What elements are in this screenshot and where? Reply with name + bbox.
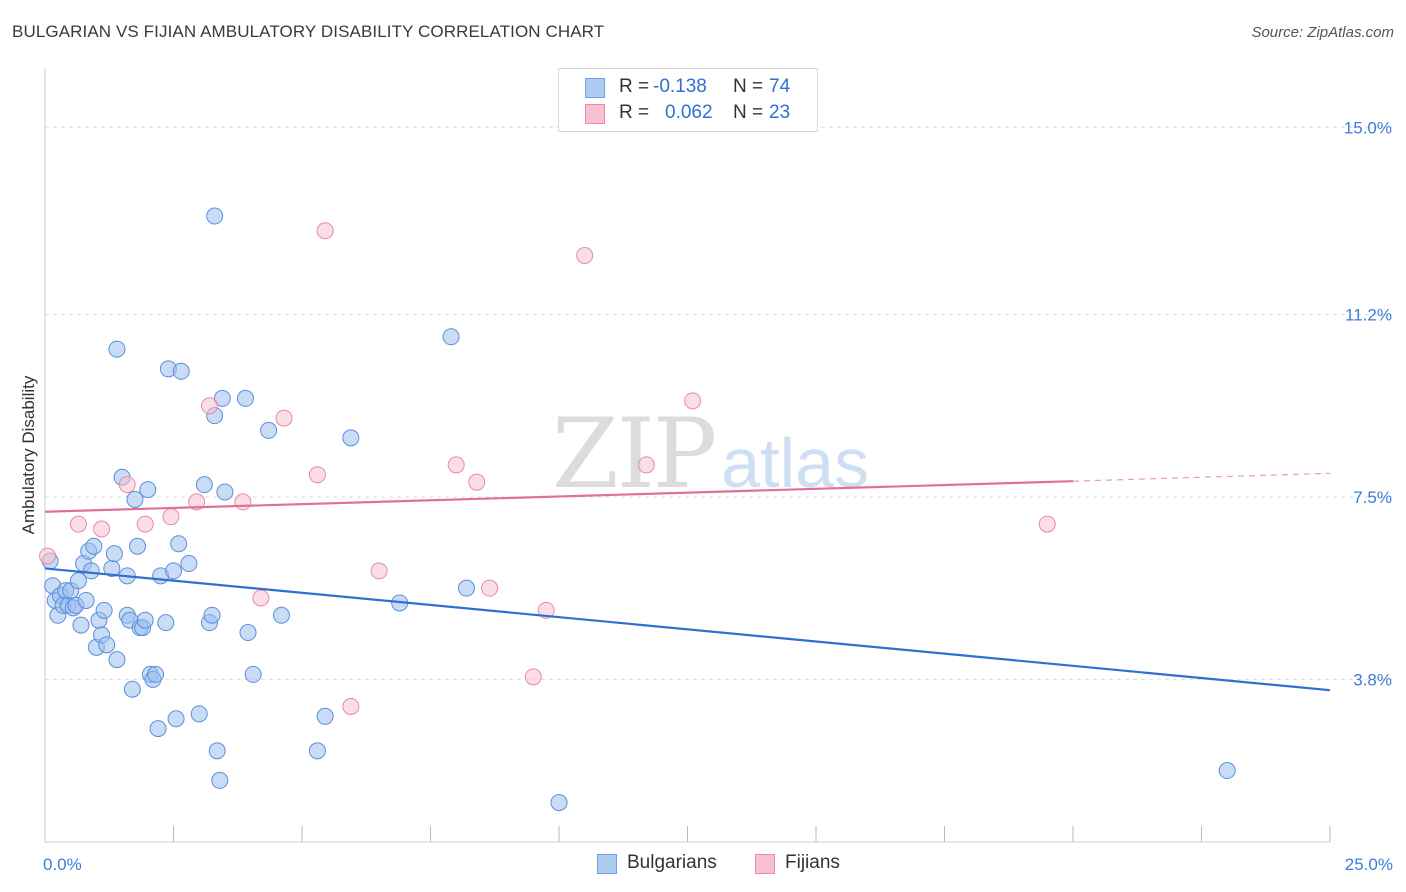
bulgarian-point [216,483,234,501]
bulgarian-point [244,665,262,683]
fijian-point [162,508,180,526]
fijian-point [576,246,594,264]
bulgarian-point [157,614,175,632]
fijian-point [684,392,702,410]
bulgarian-point [108,340,126,358]
fijian-point [524,668,542,686]
fijian-point [637,456,655,474]
fijian-point [188,493,206,511]
bulgarian-point [308,742,326,760]
fijian-point [370,562,388,580]
bulgarian-point [77,591,95,609]
fijian-point [342,697,360,715]
fijian-point [200,397,218,415]
bulgarian-point [236,389,254,407]
bulgarian-point [208,742,226,760]
bulgarian-point [139,481,157,499]
fijian-point [234,493,252,511]
bulgarian-point [85,537,103,555]
bulgarian-point [190,705,208,723]
y-axis-label: Ambulatory Disability [19,375,38,534]
fijian-trend-line [44,480,1074,513]
bulgarian-trend-line [44,567,1331,692]
bulgarian-point [272,606,290,624]
fijian-trend-extension [1072,472,1331,482]
fijian-point [252,589,270,607]
chart-title: BULGARIAN VS FIJIAN AMBULATORY DISABILIT… [12,22,605,41]
bulgarian-point [147,665,165,683]
fijian-point [69,515,87,533]
bulgarian-point [126,490,144,508]
legend-r-label: R = [619,102,650,123]
bulgarian-point [342,429,360,447]
fijian-point [39,547,57,565]
bulgarian-point [203,606,221,624]
bulgarian-point [82,562,100,580]
x-tick-label: 25.0% [1345,855,1393,874]
bulgarian-point [550,794,568,812]
bulgarian-point [98,636,116,654]
y-tick-label: 11.2% [1345,306,1392,325]
bulgarian-point [170,535,188,553]
bulgarian-point [172,362,190,380]
legend-n-value: 23 [769,102,791,123]
bulgarian-point [211,771,229,789]
bulgarian-point [69,572,87,590]
bulgarian-point [129,537,147,555]
bulgarian-point [95,601,113,619]
bulgarian-point [165,562,182,580]
bulgarian-point [149,720,167,738]
bulgarian-point [260,421,278,439]
bulgarian-point [136,611,154,629]
legend-swatch-fijians [585,104,605,124]
fijian-point [1038,515,1056,533]
x-tick-label: 0.0% [43,855,82,874]
y-tick-label: 7.5% [1353,488,1392,507]
bulgarian-point [195,476,213,494]
bulgarian-point [316,707,334,725]
legend-r-label: R = [619,76,650,97]
legend-r-value: -0.138 [653,76,707,97]
correlation-legend: R = -0.138 N = 74 R = 0.062 N = 23 [558,68,818,132]
bulgarian-point [239,624,257,642]
bulgarian-point [105,545,123,563]
source-label: Source: ZipAtlas.com [1251,24,1394,41]
fijian-point [537,601,555,619]
legend-r-value: 0.062 [665,102,713,123]
fijian-point [468,473,486,491]
legend-swatch-bulgarians [585,78,605,98]
bulgarian-point [213,389,231,407]
bulgarian-point [108,651,126,669]
bulgarian-point [206,207,224,225]
legend-n-label: N = [733,102,764,123]
y-tick-label: 15.0% [1344,118,1392,137]
fijian-point [136,515,154,533]
bulgarian-point [167,710,185,728]
bottom-legend-swatch-bulgarians [597,854,617,874]
fijian-point [93,520,111,538]
bulgarian-point [180,555,198,573]
fijian-point [275,409,293,427]
bulgarian-point [72,616,90,634]
fijian-point [481,579,499,597]
fijian-point [316,222,334,240]
bottom-legend-label-bulgarians: Bulgarians [627,852,717,873]
bulgarian-point [442,328,460,346]
legend-n-value: 74 [769,76,791,97]
y-tick-label: 3.8% [1353,670,1392,689]
fijian-point [118,476,136,494]
bulgarian-point [1218,762,1236,780]
fijian-point [308,466,326,484]
bottom-legend-swatch-fijians [755,854,775,874]
bulgarian-point [457,579,475,597]
bulgarian-point [123,680,141,698]
bottom-legend-label-fijians: Fijians [785,852,840,873]
legend-n-label: N = [733,76,764,97]
fijian-point [447,456,465,474]
